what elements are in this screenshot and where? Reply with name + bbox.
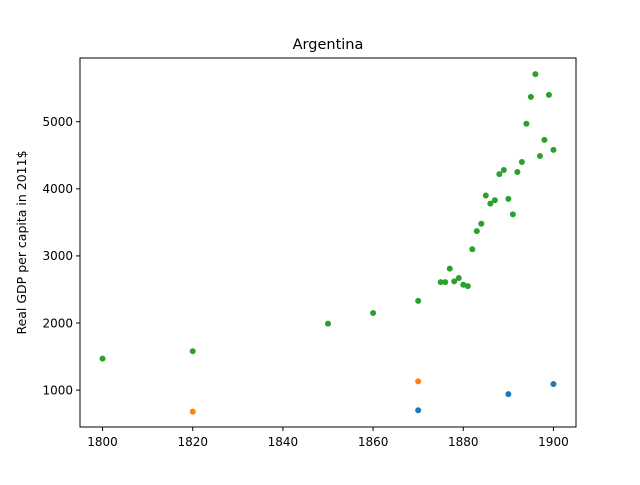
x-tick-label: 1860 [358, 435, 389, 449]
y-tick-label: 4000 [42, 182, 73, 196]
data-point-series2-21 [509, 211, 516, 218]
data-point-series2-10 [460, 281, 467, 288]
data-point-series1-1 [415, 378, 422, 385]
data-point-series2-16 [487, 200, 494, 207]
data-point-series0-1 [505, 391, 512, 398]
data-point-series2-0 [99, 355, 106, 362]
data-point-series2-22 [514, 169, 521, 176]
x-tick-label: 1900 [538, 435, 569, 449]
data-point-series2-20 [505, 195, 512, 202]
data-point-series2-7 [446, 265, 453, 272]
x-tick-label: 1880 [448, 435, 479, 449]
x-tick-label: 1840 [268, 435, 299, 449]
data-point-series2-11 [464, 283, 471, 290]
x-tick-label: 1820 [177, 435, 208, 449]
data-points [99, 71, 557, 415]
data-point-series2-5 [437, 279, 444, 286]
data-point-series2-24 [523, 120, 530, 127]
y-axis-label: Real GDP per capita in 2011$ [14, 150, 29, 334]
plot-frame [79, 57, 577, 428]
chart-title: Argentina [293, 37, 364, 53]
data-point-series2-17 [491, 197, 498, 204]
data-point-series2-28 [541, 136, 548, 143]
plot-area [80, 58, 576, 427]
y-tick-label: 5000 [42, 115, 73, 129]
data-point-series2-30 [550, 146, 557, 153]
data-point-series2-6 [442, 279, 449, 286]
data-point-series2-12 [469, 246, 476, 253]
data-point-series2-29 [545, 91, 552, 98]
data-point-series2-18 [496, 171, 503, 178]
data-point-series0-0 [415, 407, 422, 414]
data-point-series2-26 [532, 71, 539, 78]
data-point-series2-8 [451, 278, 458, 285]
data-point-series2-15 [482, 192, 489, 199]
y-tick-label: 1000 [42, 383, 73, 397]
data-point-series2-3 [370, 309, 377, 316]
x-tick-label: 1800 [87, 435, 118, 449]
data-point-series2-27 [536, 152, 543, 159]
data-point-series2-2 [325, 320, 331, 327]
data-point-series0-2 [550, 381, 557, 388]
y-tick-label: 2000 [42, 316, 73, 330]
data-point-series2-9 [455, 275, 462, 282]
data-point-series2-14 [478, 220, 485, 227]
data-point-series2-1 [189, 348, 196, 355]
data-point-series2-13 [473, 228, 480, 235]
data-point-series2-19 [500, 167, 507, 174]
y-axis-ticks: 1000 2000 3000 4000 5000 [42, 115, 80, 397]
data-point-series2-23 [518, 158, 525, 165]
data-point-series2-25 [527, 93, 534, 100]
data-point-series1-0 [189, 408, 196, 415]
y-tick-label: 3000 [42, 249, 73, 263]
x-axis-ticks: 1800 1820 1840 1860 1880 1900 [87, 427, 569, 449]
data-point-series2-4 [415, 297, 422, 304]
